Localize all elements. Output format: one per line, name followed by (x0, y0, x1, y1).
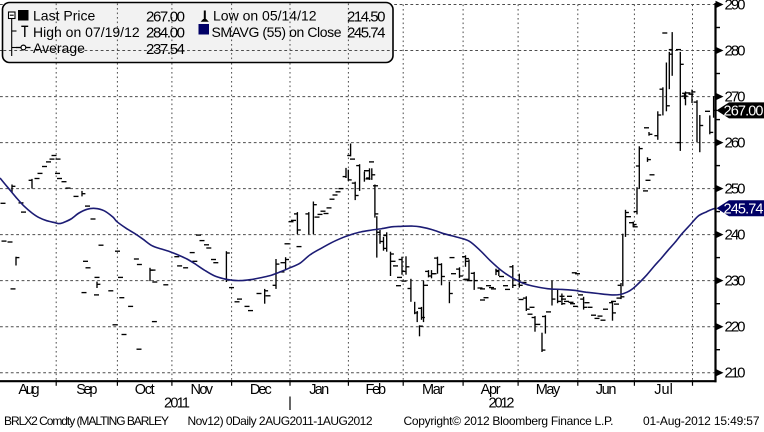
svg-text:2011: 2011 (164, 396, 190, 412)
svg-text:230: 230 (725, 273, 746, 290)
svg-text:Nov: Nov (191, 382, 214, 398)
svg-text:240: 240 (725, 227, 746, 244)
svg-text:Average: Average (33, 40, 85, 56)
svg-text:Copyright© 2012 Bloomberg Fina: Copyright© 2012 Bloomberg Finance L.P. (404, 414, 614, 428)
svg-text:267.00: 267.00 (146, 8, 185, 25)
svg-text:260: 260 (725, 135, 746, 152)
svg-text:Mar: Mar (422, 382, 445, 398)
svg-text:BRLX2 Comdty (MALTING BARLEY: BRLX2 Comdty (MALTING BARLEY (4, 414, 169, 428)
svg-text:267.00: 267.00 (724, 104, 764, 120)
svg-text:Jun: Jun (596, 382, 617, 398)
svg-text:245.74: 245.74 (724, 201, 764, 217)
svg-text:214.50: 214.50 (347, 8, 386, 25)
svg-text:210: 210 (725, 365, 746, 382)
svg-text:May: May (536, 382, 561, 398)
svg-text:Feb: Feb (366, 382, 387, 398)
svg-text:Dec: Dec (250, 382, 272, 398)
svg-text:237.54: 237.54 (146, 41, 185, 58)
svg-text:2012: 2012 (489, 396, 515, 412)
svg-text:270: 270 (725, 89, 746, 106)
svg-text:High on 07/19/12: High on 07/19/12 (33, 24, 140, 40)
svg-text:Sep: Sep (76, 382, 97, 398)
svg-text:SMAVG (55) on Close: SMAVG (55) on Close (212, 24, 342, 40)
svg-text:220: 220 (725, 319, 746, 336)
svg-text:Jan: Jan (309, 382, 329, 398)
svg-text:Oct: Oct (135, 382, 155, 398)
svg-text:290: 290 (725, 0, 746, 14)
svg-text:Last Price: Last Price (33, 8, 95, 24)
svg-text:280: 280 (725, 43, 746, 60)
svg-text:Apr: Apr (481, 382, 501, 398)
svg-text:Jul: Jul (654, 382, 673, 398)
svg-text:01-Aug-2012 15:49:57: 01-Aug-2012 15:49:57 (643, 414, 760, 428)
svg-text:Low on 05/14/12: Low on 05/14/12 (213, 8, 317, 24)
svg-text:245.74: 245.74 (347, 25, 386, 42)
svg-text:Nov12) 0Daily 2AUG2011-1AUG201: Nov12) 0Daily 2AUG2011-1AUG2012 (188, 414, 373, 428)
svg-text:284.00: 284.00 (146, 25, 185, 42)
svg-text:Aug: Aug (18, 382, 39, 398)
svg-text:250: 250 (725, 181, 746, 198)
